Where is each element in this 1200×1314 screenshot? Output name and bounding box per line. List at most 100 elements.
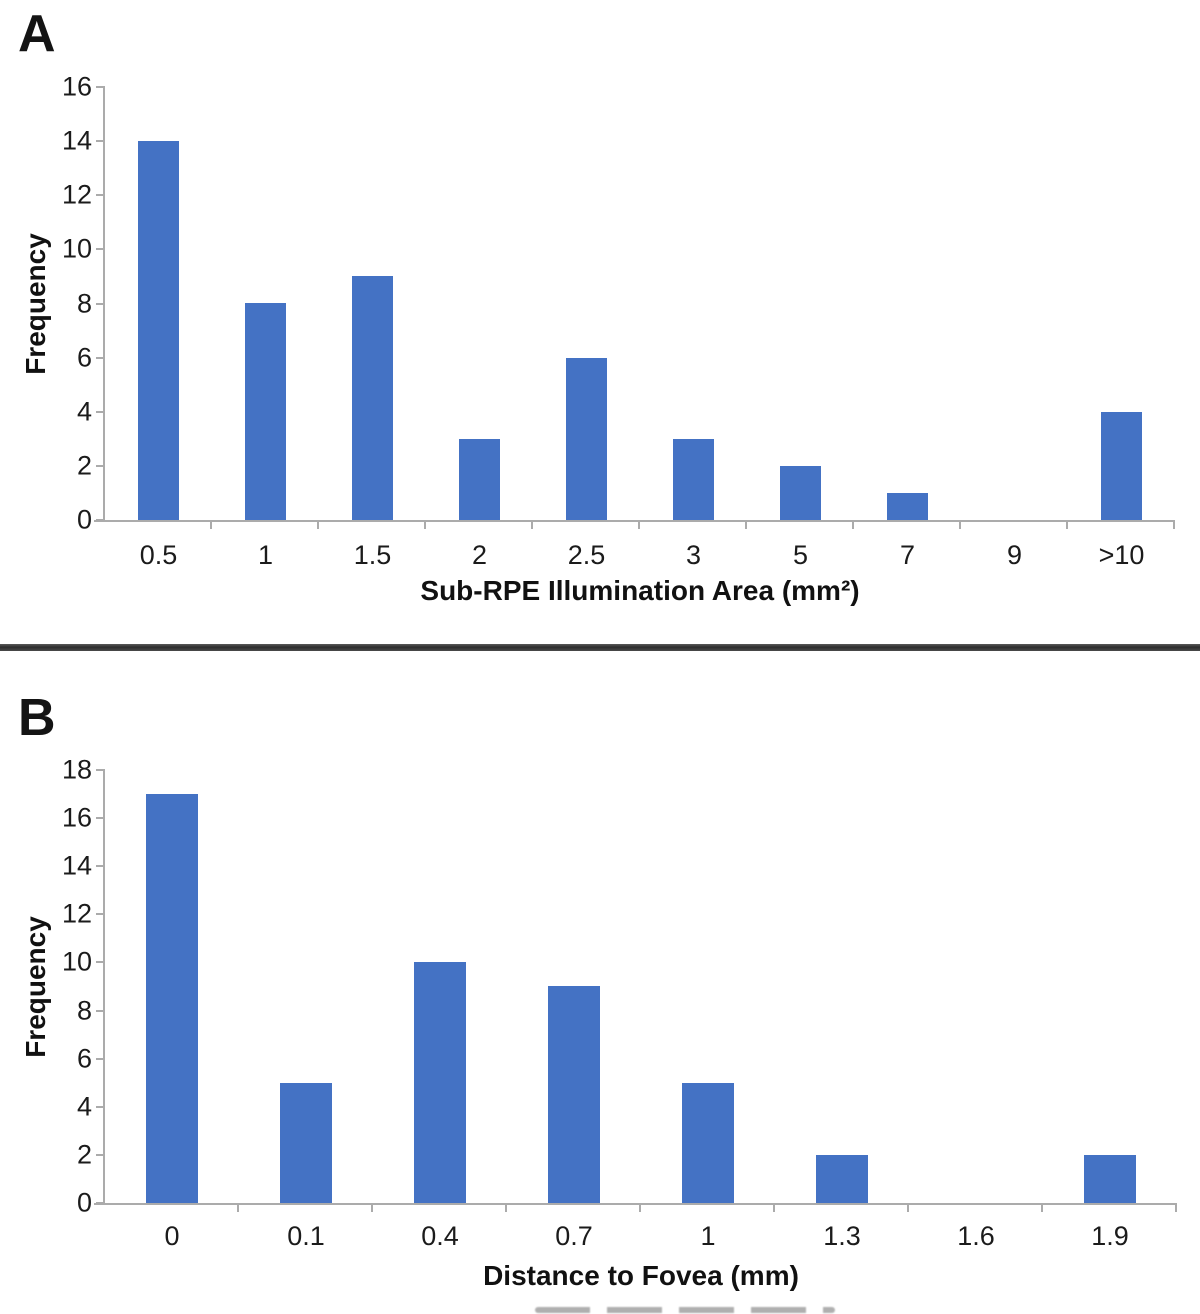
y-tick-label: 14 — [61, 125, 92, 156]
y-tick-label: 8 — [76, 995, 92, 1026]
x-tick-label: 7 — [899, 540, 916, 570]
x-tick-label: 0.1 — [287, 1221, 325, 1251]
y-tick-label: 6 — [76, 342, 92, 373]
x-axis-tick — [1041, 1203, 1043, 1212]
plot-area-b: Frequency Distance to Fovea (mm) 0 2 4 6 8 10… — [20, 756, 1177, 1291]
y-tick-label: 14 — [61, 850, 92, 881]
bar-3 — [673, 439, 714, 520]
bar-7 — [887, 493, 928, 520]
bar-0 — [146, 794, 198, 1203]
y-axis-tick — [96, 410, 105, 413]
x-axis-title-b: Distance to Fovea (mm) — [483, 1260, 799, 1291]
bar->10 — [1101, 412, 1142, 520]
x-tick-label: 0.7 — [555, 1221, 593, 1251]
x-axis-tick — [638, 520, 640, 529]
x-axis-tick — [505, 1203, 507, 1212]
y-tick-label: 12 — [61, 898, 92, 929]
cropped-caption-remnant — [535, 1307, 835, 1313]
x-axis-tick — [237, 1203, 239, 1212]
x-axis-tick — [531, 520, 533, 529]
x-axis-tick — [1173, 520, 1175, 529]
y-tick-label: 10 — [61, 946, 92, 977]
y-axis-tick — [96, 1202, 105, 1204]
bar-0.5 — [138, 141, 179, 520]
y-axis-tick — [96, 140, 105, 143]
y-tick-label: 4 — [76, 396, 92, 427]
bar-1.5 — [352, 276, 393, 520]
x-tick-label: 1.5 — [353, 540, 392, 570]
y-axis-tick — [96, 865, 105, 868]
x-tick-label: 5 — [792, 540, 809, 570]
bar-0.1 — [280, 1083, 332, 1203]
x-tick-label: 1 — [257, 540, 274, 570]
y-tick-label: 16 — [61, 71, 92, 102]
panel-a-letter: A — [18, 5, 56, 63]
x-axis-title-a: Sub-RPE Illumination Area (mm²) — [420, 575, 860, 606]
y-axis-tick — [96, 1009, 105, 1012]
y-axis-title-b: Frequency — [20, 915, 51, 1058]
y-tick-label: 2 — [76, 1139, 92, 1170]
bar-1.9 — [1084, 1155, 1136, 1203]
x-tick-label: 1.3 — [823, 1221, 861, 1251]
bar-2 — [459, 439, 500, 520]
x-axis-tick — [959, 520, 961, 529]
y-tick-label: 8 — [76, 288, 92, 318]
bar-1.3 — [816, 1155, 868, 1203]
x-axis-tick — [210, 520, 212, 529]
panel-b-letter: B — [18, 689, 56, 747]
bar-5 — [780, 466, 821, 520]
x-tick-label: 0 — [164, 1221, 180, 1251]
x-axis-tick — [424, 520, 426, 529]
y-tick-label: 10 — [61, 233, 92, 264]
x-axis-tick — [852, 520, 854, 529]
x-axis-tick — [639, 1203, 641, 1212]
x-axis-tick — [773, 1203, 775, 1212]
y-tick-label: 18 — [61, 754, 92, 785]
x-tick-label: 2.5 — [567, 540, 606, 570]
y-tick-label: 12 — [61, 179, 92, 210]
x-tick-label: 1 — [700, 1221, 716, 1251]
x-tick-label: 1.9 — [1091, 1221, 1129, 1251]
y-axis-tick — [96, 1057, 105, 1060]
y-tick-label: 16 — [61, 802, 92, 833]
x-tick-label: 0.4 — [421, 1221, 459, 1251]
y-axis-tick — [96, 194, 105, 197]
y-axis-tick — [96, 356, 105, 359]
y-axis-title-a: Frequency — [20, 232, 51, 375]
x-axis-tick — [907, 1203, 909, 1212]
x-axis-tick — [371, 1203, 373, 1212]
bar-1 — [682, 1083, 734, 1203]
y-axis-tick — [96, 464, 105, 467]
y-tick-label: 0 — [76, 1187, 92, 1218]
bar-0.4 — [414, 962, 466, 1203]
bar-2.5 — [566, 358, 607, 520]
y-axis-tick — [96, 248, 105, 251]
y-axis-tick — [96, 302, 105, 305]
y-tick-label: 0 — [76, 504, 92, 535]
y-axis-tick — [96, 769, 105, 771]
y-axis-tick — [96, 86, 105, 88]
x-tick-label: >10 — [1098, 540, 1145, 570]
y-axis-tick — [96, 913, 105, 916]
panel-divider — [0, 644, 1200, 651]
x-tick-label: 0.5 — [139, 540, 178, 570]
x-axis-tick — [745, 520, 747, 529]
bar-1 — [245, 303, 286, 520]
x-tick-label: 1.6 — [957, 1221, 995, 1251]
x-axis-tick — [1066, 520, 1068, 529]
bar-0.7 — [548, 986, 600, 1203]
y-tick-label: 2 — [76, 450, 92, 481]
x-axis-tick — [1175, 1203, 1177, 1212]
x-tick-label: 3 — [685, 540, 702, 570]
y-axis-tick — [96, 519, 105, 521]
y-tick-label: 4 — [76, 1091, 92, 1122]
y-axis-tick — [96, 961, 105, 964]
plot-area-a: Frequency Sub-RPE Illumination Area (mm²… — [20, 73, 1175, 606]
x-tick-label: 2 — [471, 540, 488, 570]
y-tick-label: 6 — [76, 1043, 92, 1074]
x-tick-label: 9 — [1006, 540, 1023, 570]
y-axis-tick — [96, 1153, 105, 1156]
x-axis-tick — [317, 520, 319, 529]
y-axis-tick — [96, 1105, 105, 1108]
